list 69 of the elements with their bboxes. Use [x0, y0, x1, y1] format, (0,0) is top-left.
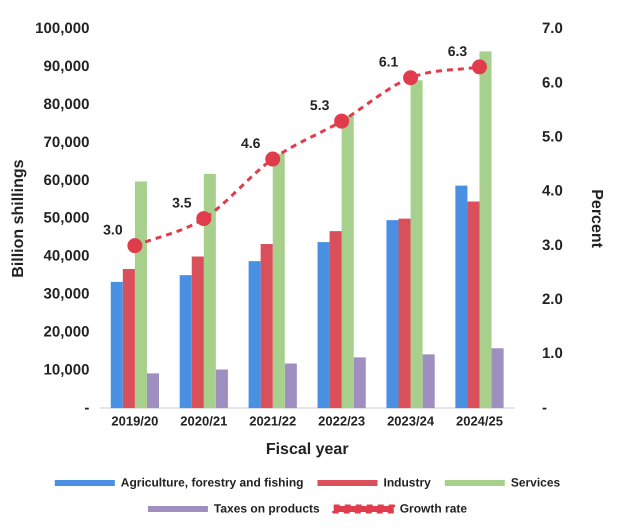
data-label: 3.5	[172, 194, 192, 210]
legend-label: Taxes on products	[214, 501, 320, 516]
bar	[398, 218, 411, 408]
bar	[342, 116, 354, 408]
y2-axis-title: Percent	[588, 189, 605, 249]
data-label: 4.6	[240, 134, 261, 151]
y-tick-label: 60,000	[44, 172, 90, 189]
legend-label: Growth rate	[400, 501, 468, 516]
y-tick-label: 50,000	[44, 210, 90, 227]
point	[472, 59, 487, 74]
data-label: 3.0	[103, 222, 123, 238]
y-tick-label: 20,000	[44, 324, 90, 340]
y2-tick-label: 5.0	[542, 128, 563, 146]
y2-tick-label: 4.0	[542, 182, 563, 200]
bar	[422, 354, 435, 408]
bar	[492, 348, 504, 408]
point	[403, 70, 418, 86]
x-tick-label: 2020/21	[180, 414, 228, 429]
bar	[204, 174, 216, 408]
x-axis-title: Fiscal year	[266, 440, 349, 458]
bar	[467, 202, 480, 408]
bar	[479, 51, 492, 408]
y-tick-label: 40,000	[44, 248, 90, 265]
y-tick-label: 10,000	[44, 361, 90, 378]
bar	[386, 220, 399, 408]
data-label: 6.3	[448, 42, 468, 59]
bar	[410, 80, 423, 408]
point	[127, 238, 142, 254]
bar	[110, 282, 123, 408]
y-tick-label: 70,000	[44, 134, 90, 151]
legend-label: Industry	[383, 475, 432, 490]
y-tick-label: 100,000	[35, 20, 90, 38]
bar	[122, 269, 135, 408]
bar	[272, 154, 285, 408]
x-tick-label: 2022/23	[318, 414, 366, 429]
y2-tick-label: 2.0	[542, 291, 563, 308]
y2-tick-label: 7.0	[542, 20, 563, 38]
bar	[192, 256, 204, 408]
bar	[134, 181, 147, 408]
legend-label: Services	[510, 475, 561, 490]
bar	[455, 186, 468, 408]
y2-tick-label: 3.0	[542, 236, 563, 254]
bar	[354, 357, 366, 408]
legend-label: Agriculture, forestry and fishing	[120, 475, 304, 490]
data-label: 6.1	[378, 54, 399, 70]
bar	[180, 275, 192, 408]
y-tick-label: -	[84, 399, 90, 416]
bar	[318, 242, 330, 408]
data-label: 5.3	[310, 96, 330, 113]
y2-tick-label: -	[542, 399, 547, 416]
point	[334, 114, 350, 129]
y-tick-label: 90,000	[44, 58, 90, 76]
x-tick-label: 2019/20	[111, 414, 158, 429]
x-tick-label: 2021/22	[249, 414, 296, 429]
bar	[284, 363, 297, 408]
bar	[216, 370, 228, 408]
bar	[330, 231, 342, 408]
bar	[248, 261, 261, 408]
y-axis-title: Billion shillings	[10, 159, 28, 278]
y-tick-label: 80,000	[44, 96, 90, 113]
y-tick-label: 30,000	[44, 286, 90, 303]
point	[196, 211, 212, 226]
bar	[146, 373, 160, 408]
y2-tick-label: 6.0	[542, 74, 563, 92]
bar	[260, 244, 273, 408]
y2-tick-label: 1.0	[542, 345, 563, 362]
x-tick-label: 2024/25	[456, 414, 503, 429]
x-tick-label: 2023/24	[387, 414, 435, 429]
point	[265, 152, 280, 167]
